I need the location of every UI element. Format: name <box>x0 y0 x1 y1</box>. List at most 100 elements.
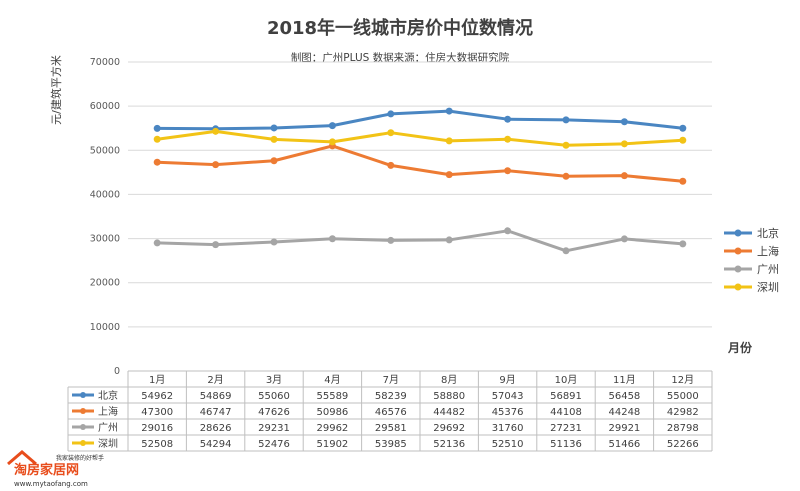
watermark-logo: 淘房家居网 我家装修的好帮手 www.mytaofang.com <box>7 450 104 488</box>
data-point <box>679 177 687 185</box>
table-series-name: 北京 <box>98 389 118 402</box>
y-tick-label: 40000 <box>90 189 120 200</box>
data-point <box>679 124 687 132</box>
table-cell-value: 46747 <box>200 407 232 418</box>
data-point <box>328 122 336 130</box>
data-point <box>212 127 220 135</box>
table-cell-value: 50986 <box>316 407 348 418</box>
data-point <box>620 235 628 243</box>
watermark-brand: 淘房家居网 <box>14 462 79 478</box>
table-cell-value: 51136 <box>550 439 582 450</box>
data-point <box>153 158 161 166</box>
series-line-广州 <box>157 229 683 253</box>
data-point <box>153 135 161 143</box>
y-tick-label: 10000 <box>90 322 120 333</box>
data-point <box>270 157 278 165</box>
table-cell-value: 51902 <box>316 439 348 450</box>
table-series-marker <box>80 408 86 414</box>
x-category-label: 3月 <box>266 374 282 386</box>
x-category-label: 8月 <box>441 374 457 386</box>
table-cell-value: 46576 <box>375 407 407 418</box>
table-cell-value: 54294 <box>200 439 232 450</box>
watermark-url: www.mytaofang.com <box>14 480 88 488</box>
y-tick-label: 60000 <box>90 101 120 112</box>
x-category-label: 11月 <box>613 374 636 386</box>
y-tick-label: 30000 <box>90 234 120 245</box>
gridlines <box>128 61 712 328</box>
table-cell-value: 42982 <box>667 407 699 418</box>
data-point <box>270 238 278 246</box>
x-category-label: 2月 <box>207 374 223 386</box>
table-cell-value: 44108 <box>550 407 582 418</box>
table-series-marker <box>80 440 86 446</box>
data-point <box>387 161 395 169</box>
series-line-北京 <box>157 109 683 131</box>
y-axis-label: 元/建筑平方米 <box>49 55 63 125</box>
data-point <box>387 236 395 244</box>
legend-label: 广州 <box>757 263 779 276</box>
data-point <box>270 124 278 132</box>
table-cell-value: 55000 <box>667 391 699 402</box>
table-cell-value: 29016 <box>141 423 173 434</box>
data-point <box>328 235 336 243</box>
series-line-上海 <box>157 144 683 183</box>
house-roof-icon <box>7 450 37 466</box>
legend-marker <box>734 283 742 291</box>
data-point <box>679 136 687 144</box>
table-cell-value: 55060 <box>258 391 290 402</box>
data-point <box>620 172 628 180</box>
data-point <box>328 138 336 146</box>
legend-label: 北京 <box>757 226 779 240</box>
table-cell-value: 54962 <box>141 391 173 402</box>
y-tick-label: 20000 <box>90 278 120 289</box>
table-cell-value: 55589 <box>316 391 348 402</box>
table-series-name: 深圳 <box>98 438 118 450</box>
series-line-深圳 <box>156 129 683 147</box>
table-cell-value: 57043 <box>492 391 524 402</box>
legend-marker <box>734 247 742 255</box>
table-cell-value: 58880 <box>433 391 465 402</box>
data-point <box>387 110 395 118</box>
table-series-name: 上海 <box>98 405 118 418</box>
table-cell-value: 52508 <box>141 439 173 450</box>
table-cell-value: 45376 <box>492 407 524 418</box>
table-cell-value: 52476 <box>258 439 290 450</box>
data-point <box>445 236 453 244</box>
table-cell-value: 51466 <box>608 439 640 450</box>
table-cell-value: 27231 <box>550 423 582 434</box>
y-tick-label: 70000 <box>90 57 120 68</box>
table-cell-value: 29692 <box>433 423 465 434</box>
data-point <box>562 172 570 180</box>
data-point <box>620 140 628 148</box>
table-cell-value: 44248 <box>608 407 640 418</box>
table-cell-value: 31760 <box>492 423 524 434</box>
table-cell-value: 47300 <box>141 407 173 418</box>
data-point <box>562 141 570 149</box>
table-cell-value: 54869 <box>200 391 232 402</box>
x-category-label: 7月 <box>383 374 399 386</box>
table-series-marker <box>80 424 86 430</box>
table-cell-value: 29231 <box>258 423 290 434</box>
table-cell-value: 29581 <box>375 423 407 434</box>
data-point <box>445 107 453 115</box>
x-category-label: 12月 <box>671 374 694 386</box>
x-category-label: 1月 <box>149 374 165 386</box>
series-lines <box>153 107 687 255</box>
table-cell-value: 28626 <box>200 423 232 434</box>
data-point <box>153 124 161 132</box>
table-cell-value: 53985 <box>375 439 407 450</box>
data-point <box>504 115 512 123</box>
table-cell-value: 58239 <box>375 391 407 402</box>
legend-marker <box>734 229 742 237</box>
data-point <box>620 118 628 126</box>
data-point <box>445 137 453 145</box>
y-axis-ticks: 0 10000 20000 30000 40000 50000 60000 70000 <box>90 57 120 377</box>
table-cell-value: 44482 <box>433 407 465 418</box>
table-cell-value: 47626 <box>258 407 290 418</box>
chart-subtitle: 制图：广州PLUS 数据来源：住房大数据研究院 <box>291 51 510 64</box>
table-cell-value: 52266 <box>667 439 699 450</box>
data-point <box>679 240 687 248</box>
